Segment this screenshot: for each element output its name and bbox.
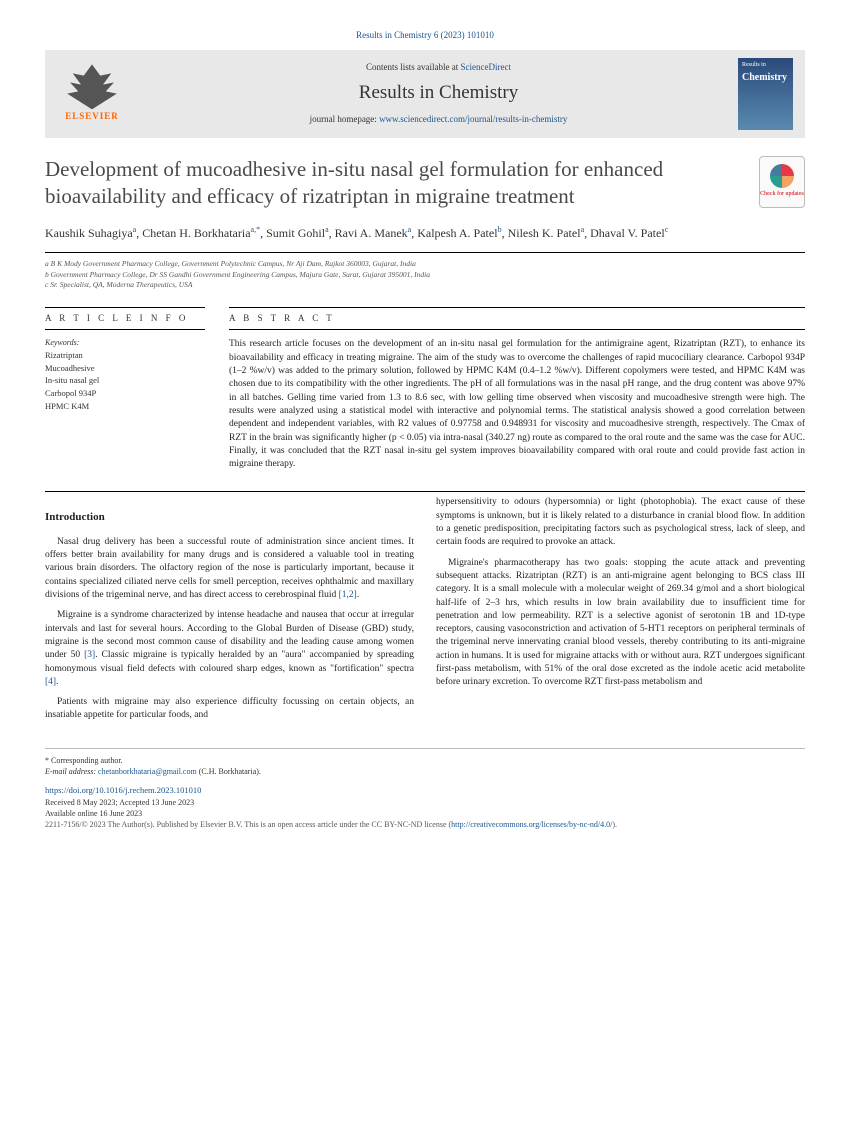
corresponding-author-label: * Corresponding author. [45, 755, 805, 766]
crossmark-icon [770, 164, 794, 188]
available-online-date: Available online 16 June 2023 [45, 808, 805, 819]
keyword-item: Rizatriptan [45, 349, 205, 362]
keyword-item: In-situ nasal gel [45, 374, 205, 387]
body-column-left: Introduction Nasal drug delivery has bee… [45, 496, 414, 729]
elsevier-wordmark: ELSEVIER [65, 111, 119, 123]
body-paragraph: Migraine is a syndrome characterized by … [45, 609, 414, 689]
affiliation-b: b Government Pharmacy College, Dr SS Gan… [45, 270, 805, 281]
article-info-heading: A R T I C L E I N F O [45, 307, 205, 331]
article-dates: Received 8 May 2023; Accepted 13 June 20… [45, 797, 805, 808]
affiliations-block: a B K Mody Government Pharmacy College, … [45, 252, 805, 291]
check-updates-label: Check for updates [760, 191, 804, 199]
author-affil-marker: a [581, 225, 585, 234]
corresponding-email-link[interactable]: chetanborkhataria@gmail.com [98, 767, 197, 776]
keyword-item: HPMC K4M [45, 400, 205, 413]
footer-section: * Corresponding author. E-mail address: … [45, 748, 805, 831]
elsevier-logo[interactable]: ELSEVIER [57, 61, 127, 126]
body-paragraph: Migraine's pharmacotherapy has two goals… [436, 557, 805, 690]
citation-ref[interactable]: [3] [84, 650, 95, 660]
author-name: Kalpesh A. Patel [417, 226, 497, 240]
author-affil-marker: a,* [251, 225, 261, 234]
body-paragraph: Patients with migraine may also experien… [45, 696, 414, 723]
keyword-item: Mucoadhesive [45, 362, 205, 375]
author-affil-marker: b [498, 225, 502, 234]
author-affil-marker: a [408, 225, 412, 234]
cover-line2: Chemistry [742, 71, 787, 84]
elsevier-tree-icon [65, 64, 120, 109]
sciencedirect-link[interactable]: ScienceDirect [461, 62, 511, 72]
keyword-item: Carbopol 934P [45, 387, 205, 400]
author-name: Kaushik Suhagiya [45, 226, 133, 240]
abstract-column: A B S T R A C T This research article fo… [229, 307, 805, 472]
body-paragraph: Nasal drug delivery has been a successfu… [45, 536, 414, 602]
abstract-heading: A B S T R A C T [229, 307, 805, 331]
email-suffix: (C.H. Borkhataria). [197, 767, 261, 776]
author-list: Kaushik Suhagiyaa, Chetan H. Borkhataria… [45, 224, 805, 242]
journal-header-banner: ELSEVIER Contents lists available at Sci… [45, 50, 805, 138]
body-columns: Introduction Nasal drug delivery has bee… [45, 491, 805, 729]
contents-list-text: Contents lists available at ScienceDirec… [139, 62, 738, 74]
banner-center: Contents lists available at ScienceDirec… [139, 62, 738, 126]
introduction-heading: Introduction [45, 510, 414, 525]
copyright-line: 2211-7156/© 2023 The Author(s). Publishe… [45, 819, 805, 830]
rights-prefix: 2211-7156/© 2023 The Author(s). Publishe… [45, 820, 451, 829]
abstract-text: This research article focuses on the dev… [229, 338, 805, 471]
author-name: Nilesh K. Patel [508, 226, 581, 240]
doi-link[interactable]: https://doi.org/10.1016/j.rechem.2023.10… [45, 785, 201, 795]
author-affil-marker: a [325, 225, 329, 234]
homepage-line: journal homepage: www.sciencedirect.com/… [139, 114, 738, 126]
author-name: Sumit Gohil [266, 226, 325, 240]
article-title-row: Development of mucoadhesive in-situ nasa… [45, 156, 805, 211]
email-label: E-mail address: [45, 767, 98, 776]
license-link[interactable]: http://creativecommons.org/licenses/by-n… [451, 820, 612, 829]
author-affil-marker: a [133, 225, 137, 234]
affiliation-c: c Sr. Specialist, QA, Moderna Therapeuti… [45, 280, 805, 291]
citation-ref[interactable]: [4] [45, 677, 56, 687]
homepage-link[interactable]: www.sciencedirect.com/journal/results-in… [379, 114, 567, 124]
author-name: Dhaval V. Patel [590, 226, 665, 240]
homepage-prefix: journal homepage: [310, 114, 379, 124]
contents-prefix: Contents lists available at [366, 62, 460, 72]
article-info-column: A R T I C L E I N F O Keywords: Rizatrip… [45, 307, 205, 472]
citation-header: Results in Chemistry 6 (2023) 101010 [45, 30, 805, 42]
journal-cover-thumbnail[interactable]: Results in Chemistry [738, 58, 793, 130]
body-paragraph: hypersensitivity to odours (hypersomnia)… [436, 496, 805, 549]
author-name: Chetan H. Borkhataria [142, 226, 250, 240]
affiliation-a: a B K Mody Government Pharmacy College, … [45, 259, 805, 270]
keywords-list: Rizatriptan Mucoadhesive In-situ nasal g… [45, 349, 205, 413]
email-line: E-mail address: chetanborkhataria@gmail.… [45, 766, 805, 777]
citation-ref[interactable]: [1,2] [339, 590, 357, 600]
article-title: Development of mucoadhesive in-situ nasa… [45, 156, 759, 211]
cover-line1: Results in [742, 62, 766, 70]
info-abstract-row: A R T I C L E I N F O Keywords: Rizatrip… [45, 307, 805, 472]
author-affil-marker: c [665, 225, 669, 234]
author-name: Ravi A. Manek [335, 226, 408, 240]
keywords-label: Keywords: [45, 338, 205, 348]
body-column-right: hypersensitivity to odours (hypersomnia)… [436, 496, 805, 729]
rights-suffix: ). [612, 820, 617, 829]
journal-title: Results in Chemistry [139, 81, 738, 106]
check-updates-button[interactable]: Check for updates [759, 156, 805, 208]
